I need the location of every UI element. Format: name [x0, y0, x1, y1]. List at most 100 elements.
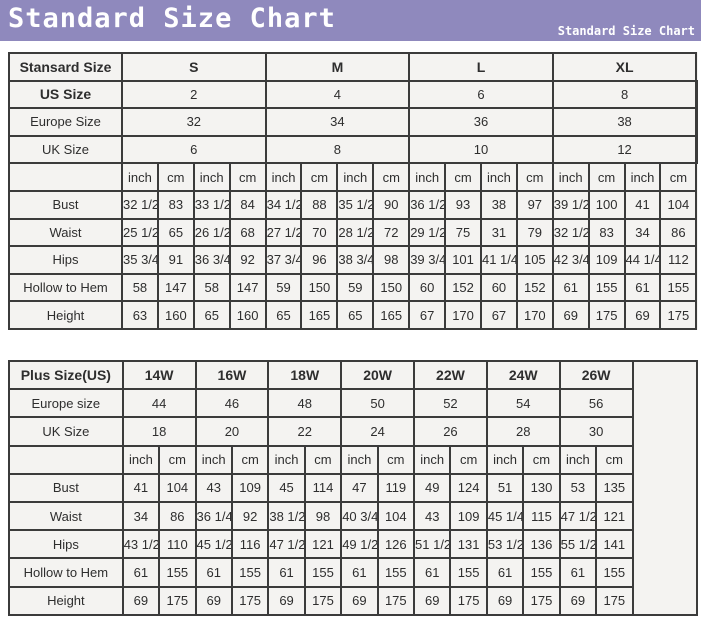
size-value-cell: 86	[659, 217, 698, 248]
size-value-cell: 47 1/2	[267, 529, 306, 560]
table-row: Stansard Size S M L XL	[8, 52, 698, 82]
unit-cell: cm	[449, 444, 488, 475]
size-value-cell: 44 1/4	[623, 245, 662, 275]
size-value-cell: 42 3/4	[551, 245, 590, 275]
size-value-cell: 20	[194, 416, 270, 447]
size-value-cell: 100	[587, 189, 626, 220]
size-value-cell: 26	[413, 416, 488, 447]
size-value-cell: 38	[479, 189, 518, 220]
size-value-cell: 147	[228, 272, 267, 303]
size-value-cell: 69	[485, 585, 525, 616]
unit-cell: cm	[595, 444, 634, 475]
size-value-cell: 45 1/2	[194, 529, 233, 560]
size-value-cell: 8	[264, 134, 411, 165]
size-value-cell: 175	[158, 585, 197, 616]
size-value-cell: 49 1/2	[340, 529, 379, 560]
unit-cell: cm	[228, 162, 267, 192]
size-value-cell: 8	[551, 79, 698, 110]
unit-cell: inch	[413, 444, 452, 475]
size-value-cell: 116	[230, 529, 270, 560]
table-row: inch cm inch cm inch cm inch cm inch cm inch cm inch…	[8, 162, 698, 192]
size-value-cell: 44	[121, 388, 197, 419]
size-value-cell: 29 1/2	[408, 217, 447, 248]
row-label: Height	[8, 300, 123, 330]
size-value-cell: 114	[303, 472, 343, 503]
size-value-cell: 25 1/2	[121, 217, 159, 248]
size-value-cell: 69	[623, 300, 662, 330]
unit-cell: cm	[587, 162, 626, 192]
size-value-cell: 175	[587, 300, 626, 330]
unit-cell: inch	[340, 444, 379, 475]
size-value-cell: 147	[156, 272, 195, 303]
size-value-cell: 175	[659, 300, 698, 330]
size-group-cell: M	[264, 52, 411, 82]
size-group-cell: S	[121, 52, 267, 82]
size-value-cell: 70	[300, 217, 339, 248]
size-value-cell: 36 1/2	[408, 189, 447, 220]
size-value-cell: 69	[413, 585, 452, 616]
size-value-cell: 155	[449, 557, 488, 588]
size-value-cell: 60	[479, 272, 518, 303]
size-value-cell: 155	[659, 272, 698, 303]
size-value-cell: 69	[551, 300, 590, 330]
unit-cell: inch	[408, 162, 447, 192]
unit-cell: inch	[121, 444, 161, 475]
table-row: inch cm inch cm inch cm inch cm inch cm inch cm inch…	[8, 444, 697, 475]
size-value-cell: 38 1/2	[267, 500, 306, 532]
size-value-cell: 53 1/2	[485, 529, 525, 560]
size-value-cell: 91	[156, 245, 195, 275]
size-value-cell: 55 1/2	[558, 529, 598, 560]
size-value-cell: 32 1/2	[551, 217, 590, 248]
size-value-cell: 30	[558, 416, 634, 447]
size-value-cell: 63	[121, 300, 159, 330]
size-value-cell: 38 3/4	[336, 245, 375, 275]
unit-cell: cm	[158, 444, 197, 475]
size-value-cell: 69	[340, 585, 379, 616]
size-value-cell: 37 3/4	[264, 245, 303, 275]
size-value-cell: 92	[230, 500, 270, 532]
size-value-cell: 39 1/2	[551, 189, 590, 220]
size-value-cell: 165	[372, 300, 411, 330]
row-label: Waist	[8, 217, 123, 248]
unit-cell: inch	[267, 444, 306, 475]
unit-cell: inch	[485, 444, 525, 475]
table-row: UK Size 18 20 22 24 26 28 30	[8, 416, 697, 447]
size-value-cell: 61	[485, 557, 525, 588]
row-label: Hollow to Hem	[8, 557, 124, 588]
table-row: US Size246810121416	[8, 79, 698, 110]
unit-cell: inch	[121, 162, 159, 192]
size-value-cell: 126	[376, 529, 416, 560]
table-row: Bust 32 1/2 83 33 1/2 84 34 1/2 88 35 1/2 90 36 1…	[8, 189, 698, 220]
row-label: US Size	[8, 79, 123, 110]
table-row: Hollow to Hem 61 155 61 155 61 155 61 155 61 155 61…	[8, 557, 697, 588]
table-row: Height 63 160 65 160 65 165 65 165 67 170 67 170 69 17…	[8, 300, 698, 330]
size-value-cell: 109	[449, 500, 488, 532]
size-value-cell: 27 1/2	[264, 217, 303, 248]
size-value-cell: 28 1/2	[336, 217, 375, 248]
size-group-cell: 24W	[485, 359, 561, 391]
size-value-cell: 69	[121, 585, 161, 616]
size-value-cell: 72	[372, 217, 411, 248]
table-row: Plus Size(US) 14W 16W 18W 20W 22W 24W 26W	[8, 359, 698, 616]
size-value-cell: 43	[194, 472, 233, 503]
page-title: Standard Size Chart	[8, 3, 336, 34]
size-value-cell: 84	[228, 189, 267, 220]
size-value-cell: 155	[522, 557, 561, 588]
size-value-cell: 45	[267, 472, 306, 503]
unit-cell: cm	[659, 162, 698, 192]
size-value-cell: 152	[444, 272, 482, 303]
size-value-cell: 165	[300, 300, 339, 330]
size-value-cell: 51 1/2	[413, 529, 452, 560]
size-value-cell: 61	[558, 557, 598, 588]
size-value-cell: 90	[372, 189, 411, 220]
size-value-cell: 155	[303, 557, 343, 588]
size-value-cell: 104	[376, 500, 416, 532]
size-value-cell: 175	[303, 585, 343, 616]
size-value-cell: 69	[558, 585, 598, 616]
table-row: Waist 25 1/2 65 26 1/2 68 27 1/2 70 28 1/2 72 29 …	[8, 217, 698, 248]
size-value-cell: 36	[408, 107, 554, 137]
size-value-cell: 88	[300, 189, 339, 220]
size-value-cell: 41 1/4	[479, 245, 518, 275]
table-row: Bust 41 104 43 109 45 114 47 119 49 124 51 130 53 135	[8, 472, 697, 503]
